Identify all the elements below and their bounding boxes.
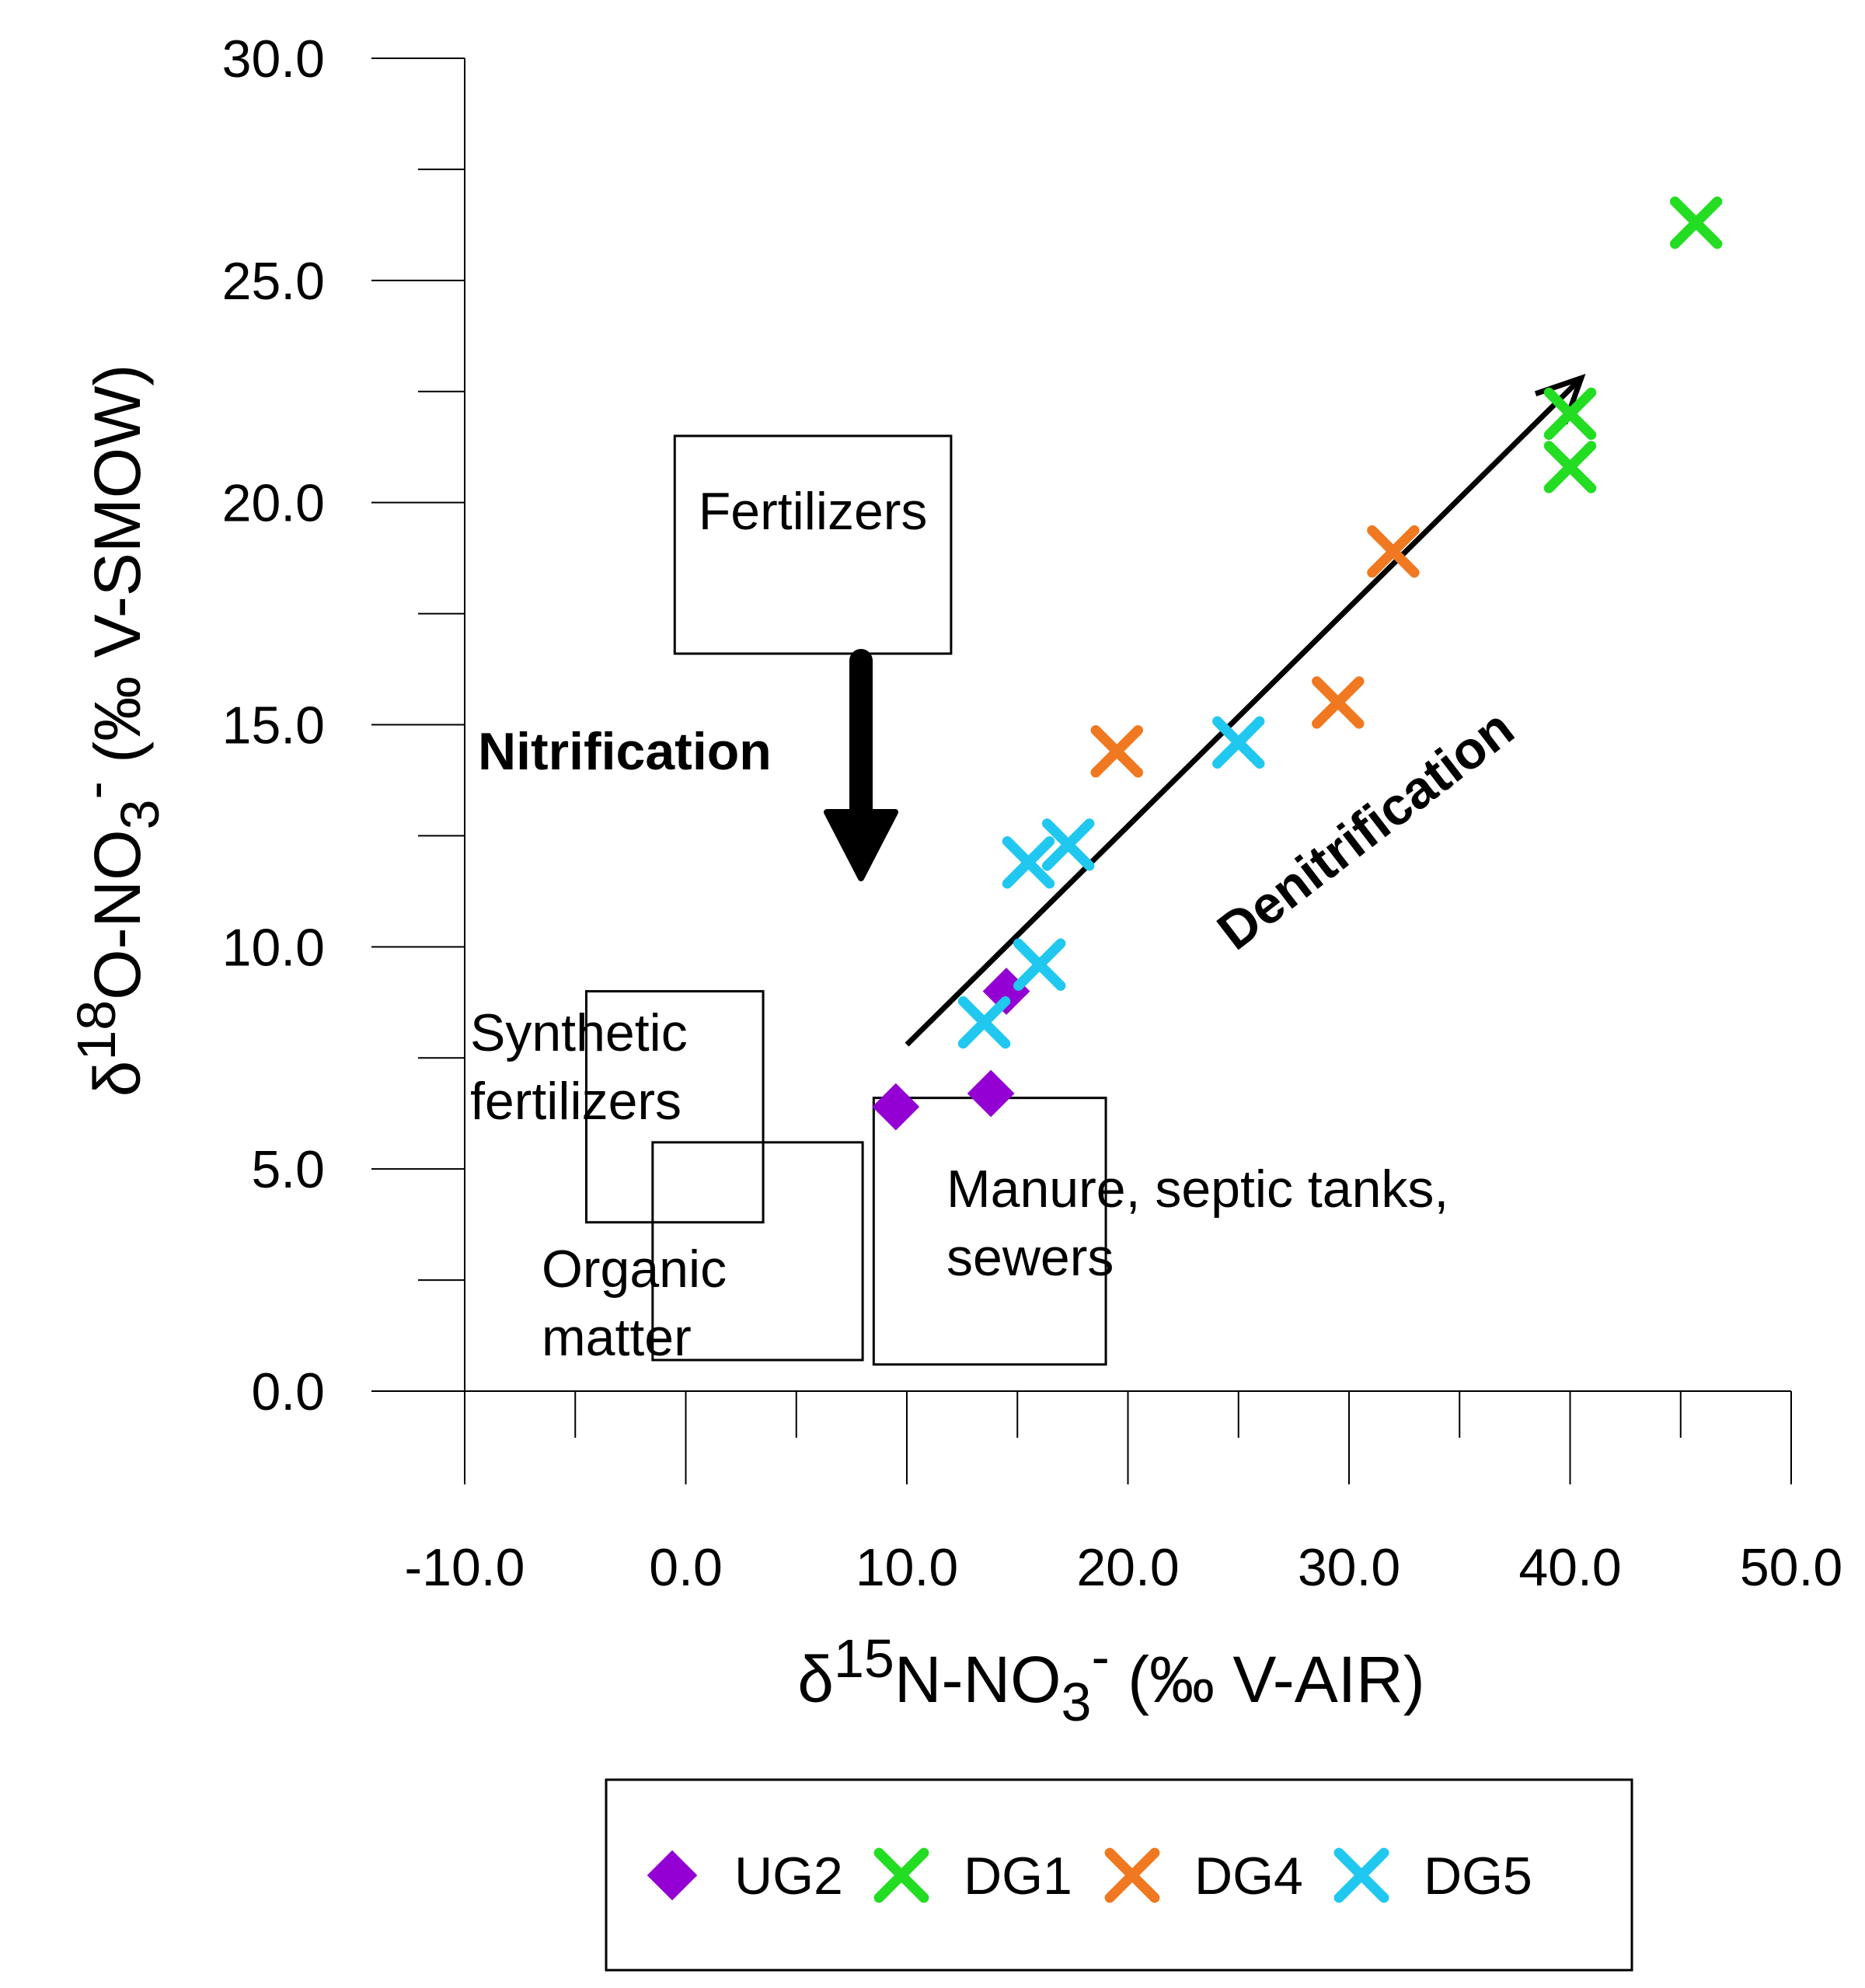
region-label-1-1: fertilizers — [470, 1072, 682, 1131]
region-box-0 — [673, 434, 953, 655]
y-tick-label: 5.0 — [251, 1140, 325, 1199]
region-label-3-1: sewers — [946, 1228, 1114, 1287]
nitrification-label: Nitrification — [478, 722, 772, 781]
point-dg1-0 — [1669, 196, 1723, 249]
y-tick-label: 10.0 — [222, 918, 325, 977]
region-label-2-1: matter — [542, 1308, 692, 1367]
legend-marker-dg1 — [873, 1847, 929, 1903]
region-box-2 — [651, 1141, 864, 1362]
labels-layer: δ15N-NO3- (‰ V-AIR) δ18O-NO3- (‰ V-SMOW) F… — [64, 364, 1525, 1732]
x-tick-label: 50.0 — [1740, 1538, 1842, 1597]
y-axis-title: δ18O-NO3- (‰ V-SMOW) — [64, 364, 170, 1097]
region-label-2-0: Organic — [542, 1240, 727, 1299]
point-dg5-3 — [1013, 938, 1066, 991]
point-dg4-1 — [1312, 676, 1365, 729]
legend-marker-dg5 — [1333, 1847, 1389, 1903]
legend-marker-ug2 — [647, 1850, 698, 1901]
legend-label-dg5: DG5 — [1424, 1847, 1532, 1906]
point-dg5-4 — [957, 996, 1011, 1049]
legend-label-ug2: UG2 — [734, 1847, 843, 1906]
y-tick-label: 0.0 — [251, 1362, 325, 1421]
x-tick-label: 40.0 — [1518, 1538, 1621, 1597]
denitrification-label-group: Denitrification — [1207, 698, 1525, 961]
y-axis-title-group: δ18O-NO3- (‰ V-SMOW) — [64, 364, 170, 1097]
point-dg5-2 — [1002, 836, 1055, 889]
x-tick-label: 30.0 — [1298, 1538, 1400, 1597]
x-tick-label: 0.0 — [649, 1538, 723, 1597]
point-dg1-1 — [1543, 387, 1597, 441]
process-arrows — [824, 373, 1586, 1047]
nitrification-arrow-head — [824, 809, 898, 881]
point-ug2-1 — [967, 1069, 1015, 1118]
x-tick-label: -10.0 — [405, 1538, 525, 1597]
legend-label-dg1: DG1 — [964, 1847, 1072, 1906]
legend-label-dg4: DG4 — [1194, 1847, 1303, 1906]
region-label-3-0: Manure, septic tanks, — [946, 1160, 1448, 1219]
point-dg5-1 — [1041, 818, 1095, 871]
source-regions — [584, 434, 1107, 1366]
y-tick-label: 20.0 — [222, 474, 325, 533]
y-tick-label: 15.0 — [222, 696, 325, 755]
region-label-1-0: Synthetic — [470, 1003, 688, 1062]
region-box-1 — [584, 990, 765, 1224]
y-tick-label: 25.0 — [222, 252, 325, 311]
data-points — [872, 196, 1723, 1131]
y-tick-label: 30.0 — [222, 30, 325, 89]
x-axis-title: δ15N-NO3- (‰ V-AIR) — [797, 1627, 1425, 1732]
point-dg4-2 — [1090, 725, 1143, 778]
point-ug2-0 — [872, 1083, 920, 1131]
denitrification-arrow-shaft — [905, 376, 1584, 1047]
denitrification-label: Denitrification — [1207, 698, 1525, 961]
axes-layer: 0.0 5.0 10.0 15.0 20.0 25.0 30.0 -10.0 0.0 10.0 20… — [222, 30, 1843, 1597]
region-label-0-0: Fertilizers — [699, 482, 928, 541]
point-dg1-2 — [1543, 441, 1597, 494]
point-dg5-0 — [1212, 716, 1265, 769]
x-tick-label: 20.0 — [1076, 1538, 1179, 1597]
legend-marker-dg4 — [1104, 1847, 1160, 1903]
legend-box — [605, 1778, 1633, 1972]
legend: UG2 DG1 DG4 DG5 — [605, 1778, 1633, 1972]
x-tick-label: 10.0 — [856, 1538, 958, 1597]
point-dg4-0 — [1367, 525, 1420, 578]
